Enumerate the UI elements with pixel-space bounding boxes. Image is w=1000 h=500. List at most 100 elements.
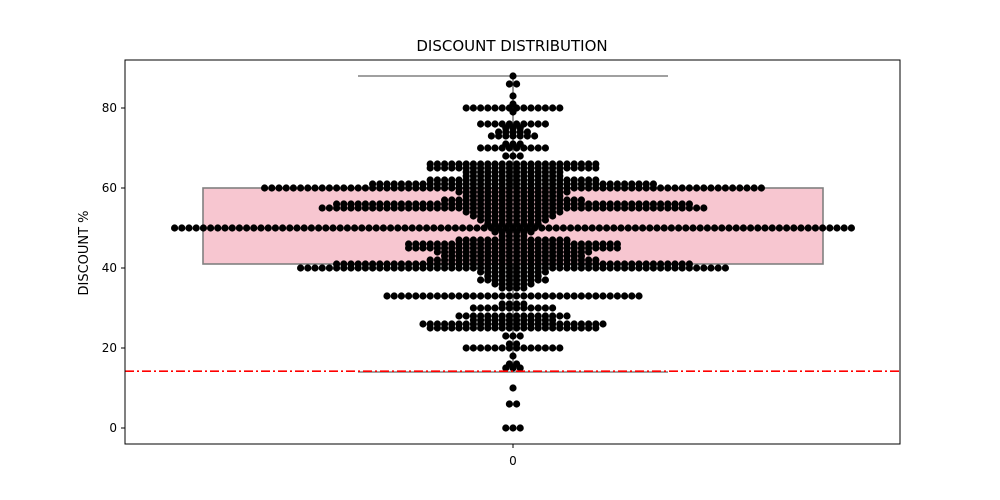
swarm-point bbox=[556, 104, 564, 112]
swarm-point bbox=[721, 264, 730, 272]
swarm-point bbox=[311, 264, 319, 272]
swarm-point bbox=[325, 264, 333, 272]
swarm-point bbox=[606, 264, 614, 272]
swarm-point bbox=[534, 344, 542, 352]
swarm-point bbox=[354, 184, 362, 192]
swarm-point bbox=[448, 164, 456, 172]
swarm-point bbox=[412, 184, 420, 192]
swarm-point bbox=[606, 292, 614, 300]
swarm-point bbox=[671, 204, 679, 212]
swarm-point bbox=[635, 204, 643, 212]
swarm-point bbox=[556, 292, 564, 300]
swarm-point bbox=[520, 284, 528, 292]
swarm-point bbox=[631, 224, 640, 232]
swarm-point bbox=[563, 188, 571, 196]
swarm-point bbox=[585, 324, 593, 332]
swarm-point bbox=[577, 264, 586, 272]
swarm-point bbox=[541, 104, 550, 112]
swarm-point bbox=[567, 224, 575, 232]
swarm-point bbox=[592, 244, 600, 252]
swarm-point bbox=[376, 184, 384, 192]
swarm-point bbox=[613, 184, 622, 192]
swarm-point bbox=[585, 184, 593, 192]
swarm-point bbox=[455, 324, 463, 332]
swarm-point bbox=[541, 216, 550, 224]
swarm-point bbox=[509, 384, 517, 392]
swarm-point bbox=[563, 312, 571, 320]
x-tick-label: 0 bbox=[509, 454, 517, 468]
swarm-point bbox=[505, 292, 513, 300]
swarm-point bbox=[451, 224, 459, 232]
swarm-point bbox=[664, 184, 672, 192]
swarm-point bbox=[221, 224, 229, 232]
swarm-point bbox=[491, 120, 499, 128]
swarm-point bbox=[297, 264, 305, 272]
swarm-point bbox=[757, 184, 766, 192]
swarm-point bbox=[505, 344, 513, 352]
swarm-point bbox=[678, 184, 686, 192]
swarm-point bbox=[509, 364, 517, 372]
swarm-point bbox=[649, 204, 658, 212]
swarm-point bbox=[664, 204, 672, 212]
swarm-point bbox=[419, 264, 427, 272]
swarm-point bbox=[462, 312, 470, 320]
swarm-point bbox=[477, 144, 485, 152]
swarm-point bbox=[750, 184, 758, 192]
swarm-point bbox=[477, 292, 485, 300]
swarm-point bbox=[534, 324, 542, 332]
swarm-point bbox=[585, 248, 593, 256]
swarm-point bbox=[455, 204, 463, 212]
swarm-point bbox=[430, 224, 438, 232]
swarm-point bbox=[286, 224, 294, 232]
swarm-point bbox=[563, 164, 571, 172]
swarm-point bbox=[484, 120, 492, 128]
swarm-point bbox=[527, 280, 535, 288]
swarm-point bbox=[811, 224, 820, 232]
swarm-point bbox=[491, 304, 499, 312]
swarm-point bbox=[405, 184, 413, 192]
swarm-point bbox=[372, 224, 380, 232]
swarm-point bbox=[628, 292, 636, 300]
swarm-point bbox=[433, 324, 441, 332]
swarm-point bbox=[462, 104, 470, 112]
swarm-point bbox=[682, 224, 690, 232]
swarm-point bbox=[491, 228, 499, 236]
swarm-point bbox=[516, 132, 524, 140]
swarm-point bbox=[336, 224, 344, 232]
swarm-point bbox=[610, 224, 618, 232]
swarm-point bbox=[639, 224, 647, 232]
swarm-point bbox=[419, 320, 427, 328]
swarm-point bbox=[534, 292, 542, 300]
swarm-point bbox=[361, 264, 369, 272]
swarm-point bbox=[678, 264, 686, 272]
swarm-point bbox=[520, 324, 528, 332]
swarm-point bbox=[534, 120, 542, 128]
swarm-point bbox=[577, 292, 586, 300]
swarm-point bbox=[340, 264, 348, 272]
swarm-point bbox=[311, 184, 319, 192]
swarm-point bbox=[405, 264, 413, 272]
swarm-point bbox=[513, 324, 521, 332]
swarm-point bbox=[592, 324, 600, 332]
swarm-point bbox=[592, 184, 600, 192]
swarm-point bbox=[657, 204, 665, 212]
swarm-point bbox=[574, 224, 582, 232]
swarm-point bbox=[250, 224, 258, 232]
swarm-point bbox=[347, 184, 355, 192]
swarm-point bbox=[462, 292, 470, 300]
swarm-point bbox=[833, 224, 841, 232]
swarm-point bbox=[491, 144, 499, 152]
swarm-point bbox=[549, 104, 557, 112]
swarm-point bbox=[520, 292, 528, 300]
swarm-point bbox=[397, 292, 405, 300]
swarm-point bbox=[552, 224, 560, 232]
swarm-point bbox=[379, 224, 387, 232]
swarm-point bbox=[469, 344, 477, 352]
swarm-point bbox=[318, 204, 326, 212]
swarm-point bbox=[549, 344, 557, 352]
swarm-point bbox=[297, 184, 305, 192]
swarm-point bbox=[671, 264, 679, 272]
swarm-point bbox=[513, 144, 521, 152]
swarm-point bbox=[657, 184, 665, 192]
swarm-point bbox=[495, 132, 503, 140]
